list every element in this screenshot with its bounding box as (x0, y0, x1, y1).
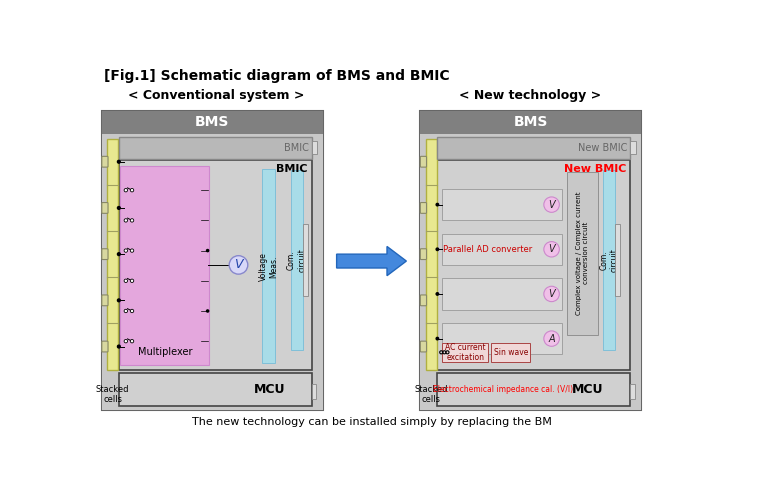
Text: MCU: MCU (572, 383, 604, 396)
Bar (426, 139, 436, 369)
Circle shape (436, 337, 439, 340)
Circle shape (124, 340, 127, 343)
FancyBboxPatch shape (420, 203, 426, 213)
Circle shape (207, 310, 209, 312)
Text: V: V (234, 259, 243, 271)
Bar (437, 373, 631, 406)
Text: V: V (548, 200, 555, 210)
Bar (119, 160, 311, 369)
Bar (442, 343, 488, 362)
Text: New BMIC: New BMIC (578, 143, 628, 153)
Text: Voltage
Meas.: Voltage Meas. (258, 252, 278, 281)
Circle shape (436, 293, 439, 295)
Bar (311, 142, 317, 154)
Bar (491, 343, 530, 362)
Text: Parallel AD converter: Parallel AD converter (443, 245, 532, 254)
FancyBboxPatch shape (102, 156, 108, 167)
Text: Stacked
cells: Stacked cells (96, 385, 130, 404)
Bar (120, 166, 209, 365)
Circle shape (544, 331, 559, 346)
Bar (437, 137, 631, 159)
Text: Com.
circuit: Com. circuit (599, 248, 619, 272)
Circle shape (130, 340, 133, 343)
Bar (119, 373, 311, 406)
Text: A: A (548, 334, 555, 344)
Circle shape (117, 206, 120, 209)
Circle shape (544, 286, 559, 302)
Text: BMIC: BMIC (277, 164, 308, 174)
Bar (442, 189, 561, 220)
Bar (442, 323, 561, 354)
Text: MCU: MCU (254, 383, 285, 396)
Text: Multiplexer: Multiplexer (137, 347, 192, 357)
Bar (102, 111, 323, 134)
FancyBboxPatch shape (102, 341, 108, 352)
Bar (420, 134, 641, 410)
Circle shape (124, 219, 127, 222)
Text: Com.
circuit: Com. circuit (287, 248, 307, 272)
Bar (311, 384, 316, 399)
Bar (604, 170, 615, 350)
Circle shape (130, 309, 133, 313)
Bar (442, 234, 561, 265)
Bar (291, 170, 303, 350)
Text: < Conventional system >: < Conventional system > (128, 89, 305, 102)
Circle shape (124, 188, 127, 192)
Circle shape (117, 253, 120, 256)
FancyBboxPatch shape (102, 295, 108, 305)
FancyBboxPatch shape (420, 295, 426, 305)
Circle shape (124, 249, 127, 252)
Bar (102, 134, 323, 410)
Text: Stacked
cells: Stacked cells (415, 385, 448, 404)
Bar (102, 111, 323, 410)
Circle shape (436, 203, 439, 206)
Circle shape (544, 242, 559, 257)
Bar (261, 169, 274, 364)
FancyArrow shape (337, 246, 406, 276)
FancyBboxPatch shape (420, 156, 426, 167)
Text: New BMIC: New BMIC (564, 164, 627, 174)
FancyBboxPatch shape (102, 249, 108, 260)
Circle shape (124, 309, 127, 313)
Bar (420, 111, 641, 410)
Bar (119, 137, 311, 159)
Circle shape (124, 279, 127, 283)
Bar (631, 142, 636, 154)
FancyBboxPatch shape (420, 249, 426, 260)
Circle shape (130, 279, 133, 283)
Text: BMS: BMS (195, 116, 230, 129)
Text: V: V (548, 244, 555, 254)
Text: BMS: BMS (513, 116, 548, 129)
Text: Complex voltage / Complex current
conversion circuit: Complex voltage / Complex current conver… (576, 192, 588, 315)
Circle shape (117, 345, 120, 348)
Bar (442, 278, 561, 309)
Circle shape (544, 197, 559, 212)
Text: V: V (548, 289, 555, 299)
FancyBboxPatch shape (102, 203, 108, 213)
Bar (437, 160, 631, 369)
Text: AC current
excitation: AC current excitation (445, 343, 486, 362)
Circle shape (117, 299, 120, 302)
Circle shape (130, 219, 133, 222)
Bar (567, 172, 598, 335)
FancyBboxPatch shape (420, 341, 426, 352)
Bar (303, 224, 308, 296)
Bar (420, 111, 641, 134)
Bar (615, 224, 620, 296)
Circle shape (130, 249, 133, 252)
Text: < New technology >: < New technology > (460, 89, 601, 102)
Text: BMIC: BMIC (284, 143, 308, 153)
Bar (107, 139, 118, 369)
Circle shape (436, 248, 439, 250)
Bar (631, 384, 635, 399)
Text: The new technology can be installed simply by replacing the BM: The new technology can be installed simp… (191, 417, 551, 427)
Text: Sin wave: Sin wave (493, 348, 528, 357)
Text: Electrochemical impedance cal. (V/I): Electrochemical impedance cal. (V/I) (433, 385, 573, 394)
Circle shape (229, 256, 247, 274)
Circle shape (130, 188, 133, 192)
Circle shape (117, 161, 120, 163)
Circle shape (207, 249, 209, 252)
Text: [Fig.1] Schematic diagram of BMS and BMIC: [Fig.1] Schematic diagram of BMS and BMI… (104, 69, 449, 82)
